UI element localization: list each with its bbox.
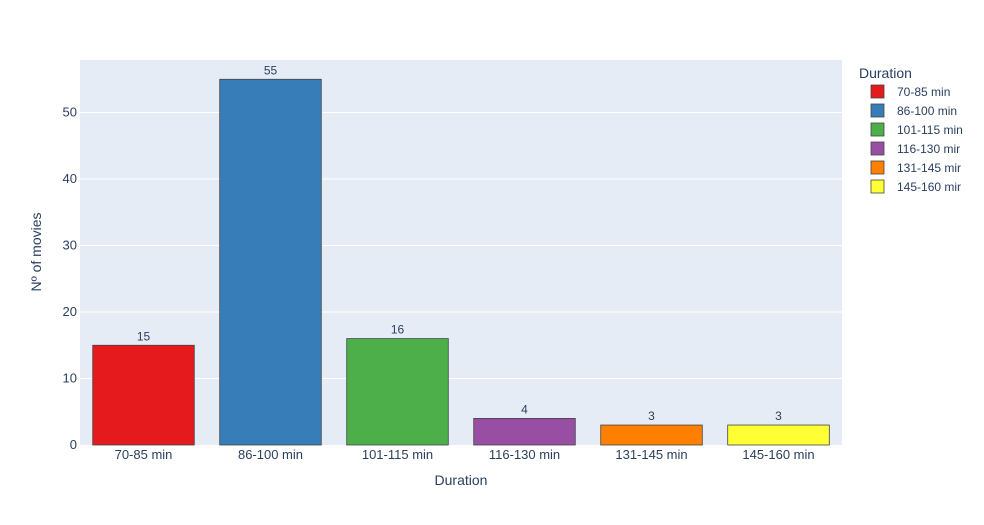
y-tick-label: 50 (63, 105, 77, 120)
legend-swatch (870, 84, 885, 99)
legend-items: 70-85 min 86-100 min 101-115 min 116-130 mi… (870, 84, 963, 194)
x-tick-label: 70-85 min (115, 447, 173, 462)
bar-70-85-min[interactable] (92, 344, 195, 446)
x-tick-label: 116-130 min (489, 447, 560, 462)
bar-145-160-min[interactable] (727, 424, 830, 446)
y-tick-label: 10 (63, 371, 77, 386)
legend-item[interactable]: 145-160 mir (870, 179, 961, 194)
x-tick-label: 131-145 min (615, 447, 687, 462)
gridlines (80, 112, 842, 380)
bar-131-145-min[interactable] (600, 424, 703, 446)
legend-title: Duration (859, 65, 912, 81)
x-tick-label: 86-100 min (238, 447, 303, 462)
x-axis-ticks: 70-85 min 86-100 min 101-115 min 116-130 mi… (115, 447, 815, 462)
bar-value-label: 4 (521, 402, 528, 416)
legend-item[interactable]: 70-85 min (870, 84, 950, 99)
legend-swatch (870, 103, 885, 118)
x-tick-label: 145-160 min (742, 447, 814, 462)
legend-item[interactable]: 86-100 min (870, 103, 957, 118)
bar-value-label: 3 (648, 409, 655, 423)
legend-label: 101-115 min (897, 123, 963, 137)
bar-value-label: 15 (137, 329, 151, 343)
legend-label: 131-145 mir (897, 161, 961, 175)
data-labels: 15 55 16 4 3 3 (137, 63, 782, 423)
y-tick-label: 0 (70, 437, 77, 452)
y-tick-label: 20 (63, 304, 77, 319)
y-axis-ticks: 0 10 20 30 40 50 (63, 105, 77, 452)
y-tick-label: 40 (63, 171, 77, 186)
x-axis-title: Duration (435, 472, 488, 488)
bar-value-label: 55 (264, 63, 278, 77)
legend-item[interactable]: 131-145 mir (870, 160, 961, 175)
x-tick-label: 101-115 min (362, 447, 433, 462)
legend-label: 145-160 mir (897, 180, 961, 194)
legend-swatch (870, 179, 885, 194)
bar-86-100-min[interactable] (219, 78, 322, 446)
legend-swatch (870, 141, 885, 156)
bar-value-label: 3 (775, 409, 782, 423)
legend-label: 116-130 mir (897, 142, 960, 156)
legend-label: 86-100 min (897, 104, 957, 118)
legend-swatch (870, 160, 885, 175)
bar-116-130-min[interactable] (473, 418, 576, 446)
bars (92, 78, 830, 446)
plot-background (80, 60, 842, 445)
legend: Duration 70-85 min 86-100 min 101-115 min 1… (859, 65, 963, 194)
legend-swatch (870, 122, 885, 137)
y-tick-label: 30 (63, 238, 77, 253)
bar-101-115-min[interactable] (346, 338, 449, 446)
y-axis-title: Nº of movies (28, 212, 44, 291)
bar-value-label: 16 (391, 323, 405, 337)
legend-item[interactable]: 116-130 mir (870, 141, 960, 156)
legend-item[interactable]: 101-115 min (870, 122, 963, 137)
legend-label: 70-85 min (897, 85, 950, 99)
